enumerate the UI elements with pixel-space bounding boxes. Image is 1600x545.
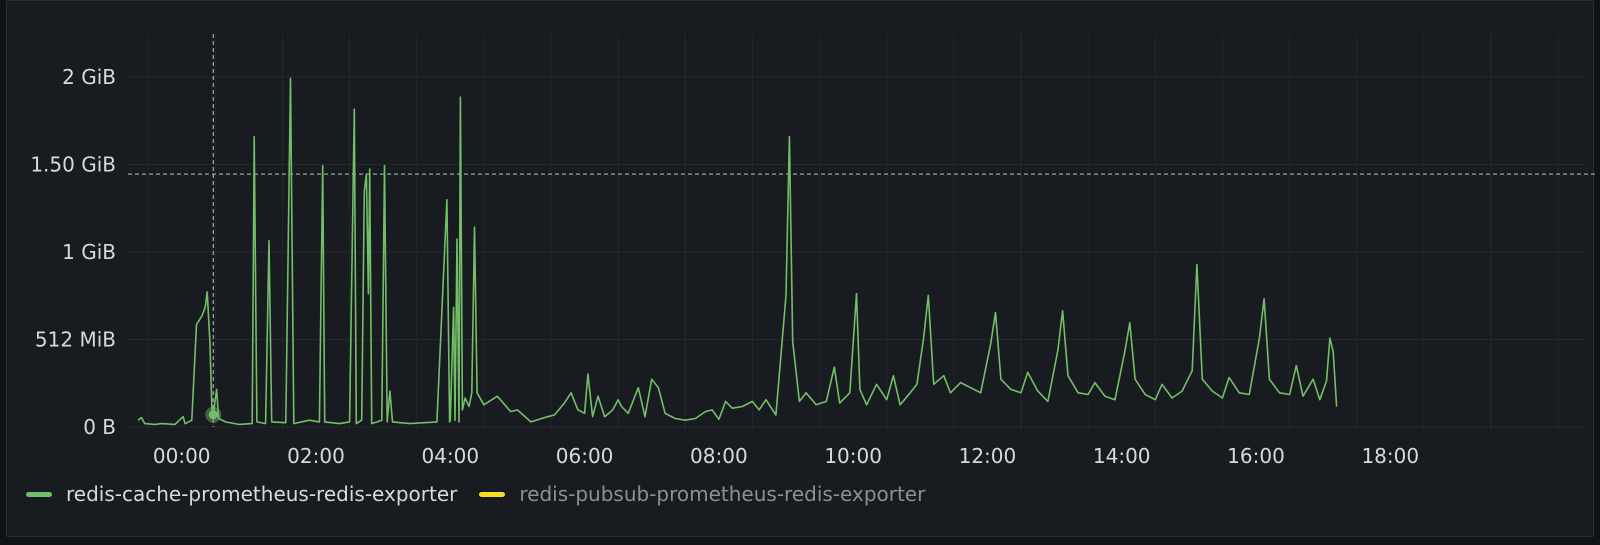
legend-item-redis-pubsub[interactable]: redis-pubsub-prometheus-redis-exporter [479, 482, 925, 506]
legend-label-redis-pubsub: redis-pubsub-prometheus-redis-exporter [519, 482, 926, 506]
y-tick-label: 0 B [83, 415, 116, 439]
x-tick-label: 00:00 [153, 444, 211, 468]
x-tick-label: 14:00 [1093, 444, 1151, 468]
x-tick-label: 10:00 [824, 444, 882, 468]
crosshair-layer [205, 34, 222, 427]
y-tick-label: 512 MiB [35, 328, 116, 352]
x-tick-label: 12:00 [959, 444, 1017, 468]
y-tick-label: 1 GiB [62, 240, 116, 264]
x-tick-label: 04:00 [421, 444, 479, 468]
legend-swatch-redis-pubsub [479, 491, 506, 497]
x-tick-label: 08:00 [690, 444, 748, 468]
legend: redis-cache-prometheus-redis-exporter re… [26, 480, 925, 508]
hover-point[interactable] [208, 410, 218, 420]
x-tick-label: 16:00 [1227, 444, 1285, 468]
y-axis: 0 B 512 MiB 1 GiB 1.50 GiB 2 GiB [30, 65, 116, 439]
time-series-panel [6, 0, 1594, 537]
series-line-0[interactable] [137, 77, 1338, 426]
x-axis: 00:00 02:00 04:00 06:00 08:00 10:00 12:00 14:00… [153, 444, 1419, 468]
series-layer[interactable] [137, 77, 1338, 426]
x-tick-label: 06:00 [556, 444, 614, 468]
x-tick-label: 18:00 [1361, 444, 1419, 468]
legend-swatch-redis-cache [26, 491, 52, 497]
y-tick-label: 1.50 GiB [30, 153, 116, 177]
x-tick-label: 02:00 [287, 444, 345, 468]
y-tick-label: 2 GiB [62, 65, 116, 89]
legend-label-redis-cache: redis-cache-prometheus-redis-exporter [66, 482, 458, 506]
legend-item-redis-cache[interactable]: redis-cache-prometheus-redis-exporter [26, 482, 457, 506]
grid-layer [128, 34, 1585, 431]
